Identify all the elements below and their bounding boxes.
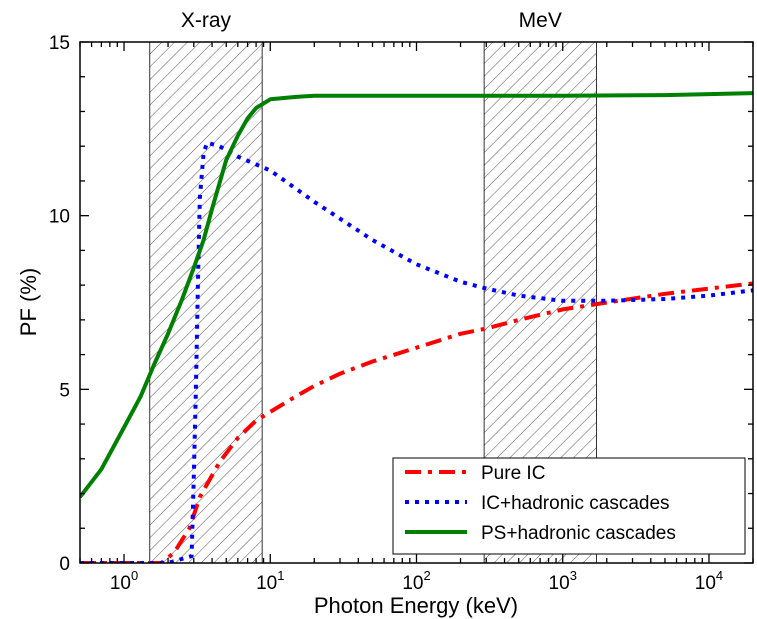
legend-label-1: IC+hadronic cascades xyxy=(481,493,670,514)
series-line-0 xyxy=(80,281,753,563)
band-label-0: X-ray xyxy=(181,9,232,32)
y-tick-label: 0 xyxy=(59,554,70,575)
series-layer xyxy=(80,91,753,563)
series-line-2 xyxy=(80,91,753,499)
legend-label-0: Pure IC xyxy=(481,463,545,484)
legend-label-2: PS+hadronic cascades xyxy=(481,523,676,544)
y-tick-label: 15 xyxy=(49,33,70,54)
y-tick-label: 10 xyxy=(49,207,70,228)
y-axis-title: PF (%) xyxy=(16,268,41,336)
x-tick-base: 10 xyxy=(256,573,277,594)
x-tick-exponent: 4 xyxy=(716,568,723,583)
ticks-layer xyxy=(79,41,754,564)
x-tick-label: 104 xyxy=(695,568,723,594)
y-tick-label: 5 xyxy=(59,380,70,401)
x-tick-base: 10 xyxy=(402,573,423,594)
series-line-1 xyxy=(80,140,753,563)
x-tick-label: 100 xyxy=(110,568,138,594)
x-tick-exponent: 3 xyxy=(570,568,577,583)
x-tick-base: 10 xyxy=(695,573,716,594)
x-tick-label: 102 xyxy=(402,568,430,594)
x-tick-base: 10 xyxy=(549,573,570,594)
band-label-1: MeV xyxy=(519,9,562,32)
x-tick-exponent: 0 xyxy=(131,568,138,583)
x-axis-title: Photon Energy (keV) xyxy=(314,593,518,618)
legend: Pure IC IC+hadronic cascades PS+hadronic c… xyxy=(392,457,746,555)
x-tick-base: 10 xyxy=(110,573,131,594)
x-tick-label: 101 xyxy=(256,568,284,594)
x-tick-exponent: 1 xyxy=(277,568,284,583)
x-tick-label: 103 xyxy=(549,568,577,594)
x-tick-exponent: 2 xyxy=(423,568,430,583)
